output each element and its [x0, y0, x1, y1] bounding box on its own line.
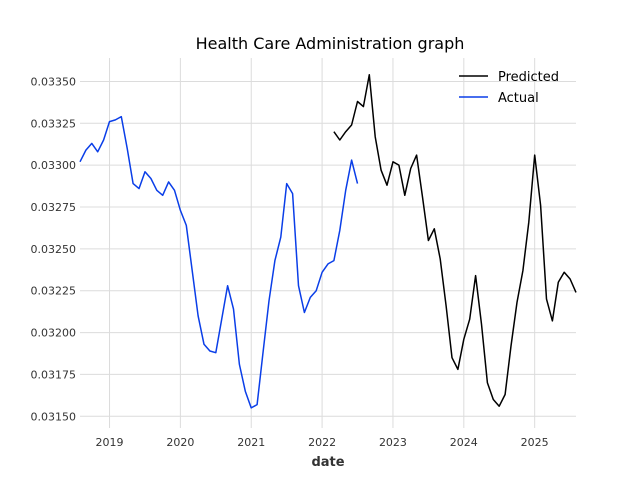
y-tick-label: 0.03350 — [31, 75, 77, 88]
series-layer — [79, 73, 577, 409]
x-tick-label: 2019 — [96, 436, 124, 449]
x-axis-label: date — [311, 455, 344, 470]
chart-title: Health Care Administration graph — [196, 34, 465, 53]
legend-label: Predicted — [498, 70, 559, 85]
y-tick-label: 0.03200 — [31, 327, 77, 340]
y-tick-label: 0.03150 — [31, 410, 77, 423]
x-tick-label: 2024 — [450, 436, 478, 449]
y-tick-label: 0.03175 — [31, 368, 77, 381]
series-line-actual — [79, 115, 359, 409]
x-tick-label: 2021 — [237, 436, 265, 449]
legend-label: Actual — [498, 91, 539, 106]
x-tick-label: 2025 — [521, 436, 549, 449]
series-line-predicted — [333, 73, 577, 407]
y-tick-label: 0.03275 — [31, 201, 77, 214]
legend: Predicted Actual — [459, 70, 559, 106]
grid — [80, 58, 576, 428]
y-tick-label: 0.03225 — [31, 285, 77, 298]
x-tick-label: 2022 — [308, 436, 336, 449]
x-tick-label: 2020 — [166, 436, 194, 449]
y-tick-label: 0.03250 — [31, 243, 77, 256]
y-tick-label: 0.03325 — [31, 117, 77, 130]
tick-labels: 0.03150 0.03175 0.03200 0.03225 0.03250 0.032… — [31, 75, 549, 449]
x-tick-label: 2023 — [379, 436, 407, 449]
y-tick-label: 0.03300 — [31, 159, 77, 172]
